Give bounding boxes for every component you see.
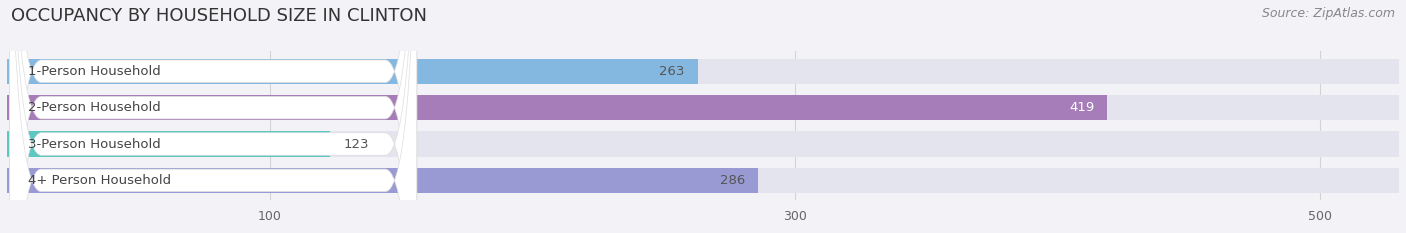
Text: 1-Person Household: 1-Person Household bbox=[28, 65, 160, 78]
Text: 263: 263 bbox=[659, 65, 685, 78]
Text: 123: 123 bbox=[343, 137, 368, 151]
Text: Source: ZipAtlas.com: Source: ZipAtlas.com bbox=[1261, 7, 1395, 20]
Bar bbox=[7, 131, 1399, 157]
Text: 419: 419 bbox=[1069, 101, 1094, 114]
Text: 2-Person Household: 2-Person Household bbox=[28, 101, 160, 114]
Text: 3-Person Household: 3-Person Household bbox=[28, 137, 160, 151]
Bar bbox=[7, 131, 330, 157]
FancyBboxPatch shape bbox=[10, 0, 416, 233]
Text: OCCUPANCY BY HOUSEHOLD SIZE IN CLINTON: OCCUPANCY BY HOUSEHOLD SIZE IN CLINTON bbox=[11, 7, 427, 25]
Text: 286: 286 bbox=[720, 174, 745, 187]
FancyBboxPatch shape bbox=[10, 0, 416, 233]
Bar bbox=[7, 95, 1108, 120]
Bar bbox=[7, 58, 697, 84]
Bar bbox=[7, 168, 1399, 193]
FancyBboxPatch shape bbox=[10, 0, 416, 233]
Bar bbox=[7, 95, 1399, 120]
Text: 4+ Person Household: 4+ Person Household bbox=[28, 174, 172, 187]
Bar bbox=[7, 168, 758, 193]
Bar bbox=[7, 58, 1399, 84]
FancyBboxPatch shape bbox=[10, 0, 416, 233]
